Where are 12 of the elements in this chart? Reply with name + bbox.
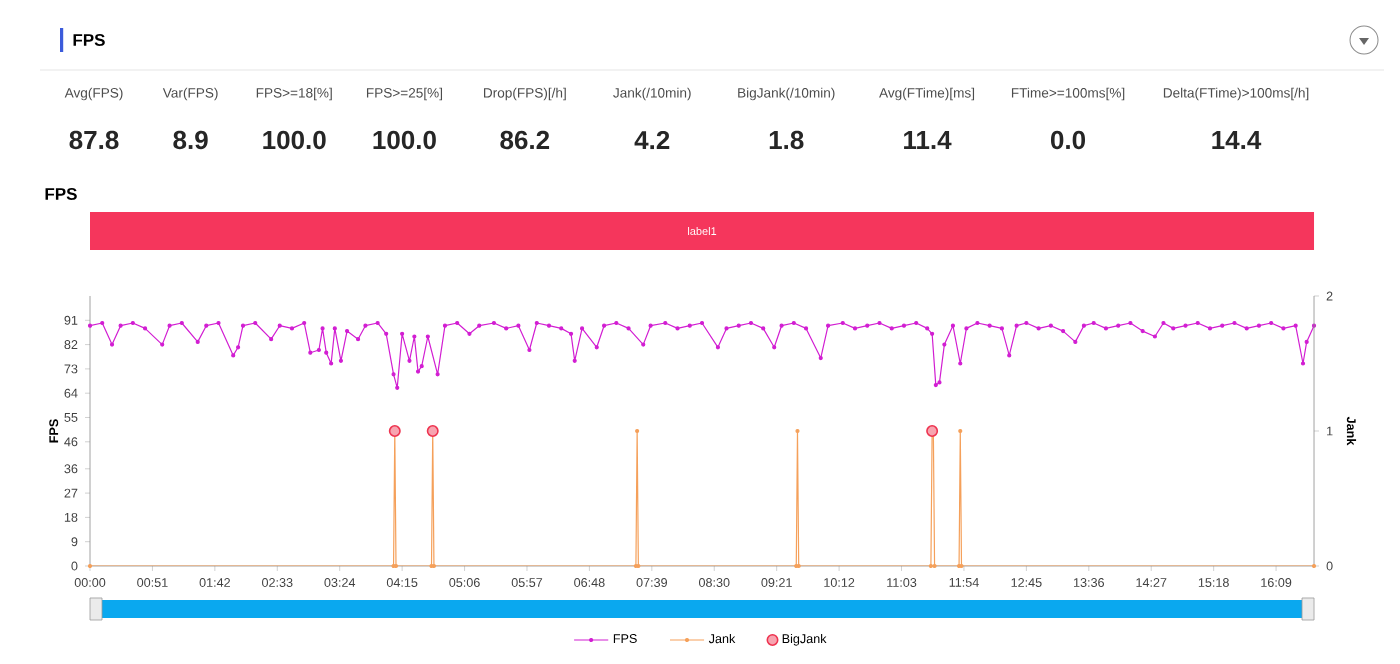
text: 100.0 (263, 130, 326, 150)
text: 14.4 (1212, 131, 1262, 149)
text: 1.8 (769, 130, 804, 150)
text: 11.4 (904, 131, 952, 149)
text: 0.0 (1050, 130, 1086, 150)
chart-title: FPS (45, 187, 77, 200)
text: 4.2 (634, 130, 670, 150)
text: 8.9 (173, 130, 208, 150)
text: FPS (73, 33, 105, 46)
text: 86.2 (500, 130, 550, 150)
text: 100.0 (373, 130, 436, 150)
text: 87.8 (69, 130, 119, 150)
